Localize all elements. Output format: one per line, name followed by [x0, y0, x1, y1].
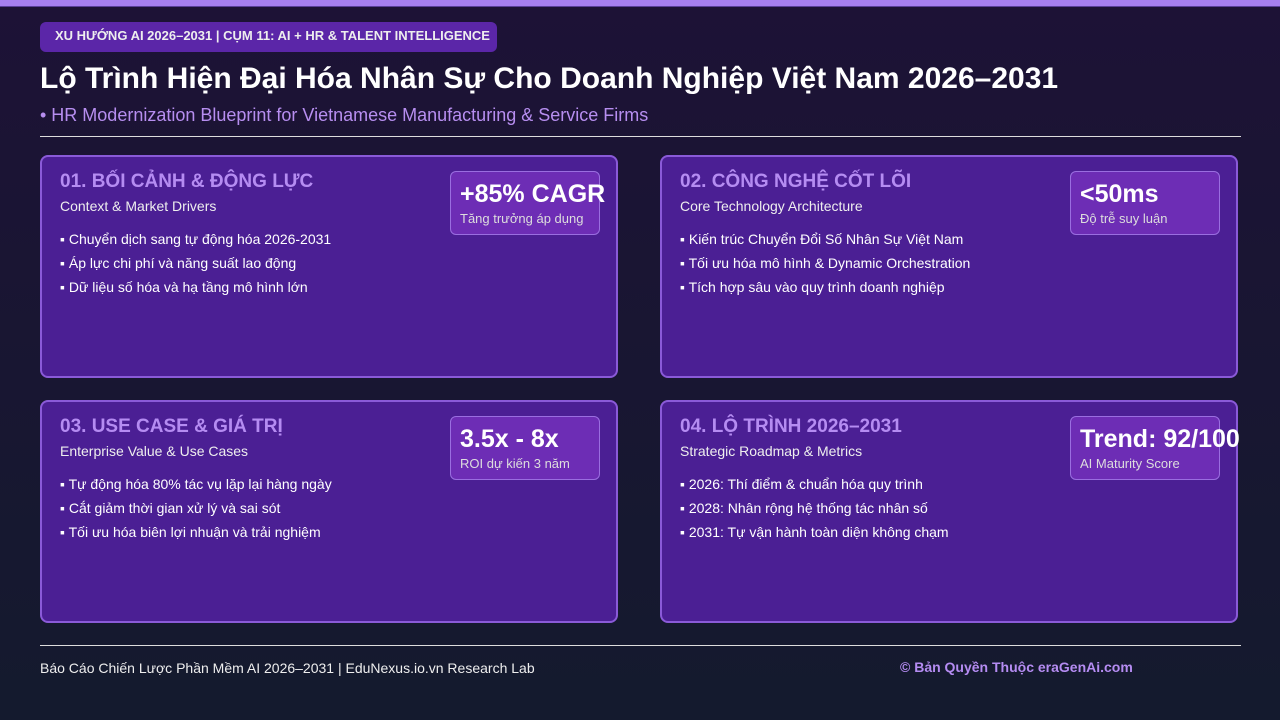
metric-label: ROI dự kiến 3 năm	[460, 456, 570, 471]
bullet: ▪ Tự động hóa 80% tác vụ lặp lại hàng ng…	[60, 476, 332, 492]
card: 01. BỐI CẢNH & ĐỘNG LỰC Context & Market …	[40, 155, 618, 378]
footer-left: Báo Cáo Chiến Lược Phần Mềm AI 2026–2031…	[40, 660, 535, 676]
bullet-list: ▪ Chuyển dịch sang tự động hóa 2026-2031…	[60, 227, 331, 299]
subtitle: • HR Modernization Blueprint for Vietnam…	[40, 105, 649, 125]
bullet: ▪ Tối ưu hóa biên lợi nhuận và trải nghi…	[60, 524, 321, 540]
metric-value: <50ms	[1080, 180, 1159, 208]
bullet: ▪ Kiến trúc Chuyển Đổi Số Nhân Sự Việt N…	[680, 231, 964, 247]
metric-value: 3.5x - 8x	[460, 425, 559, 453]
footer-right: © Bản Quyền Thuộc eraGenAi.com	[900, 659, 1133, 675]
divider	[40, 136, 1241, 137]
metric-box: +85% CAGR Tăng trưởng áp dụng	[450, 171, 605, 235]
card-subtitle: Context & Market Drivers	[60, 198, 217, 214]
divider	[40, 645, 1241, 646]
metric-value: +85% CAGR	[460, 180, 606, 208]
card-subtitle: Strategic Roadmap & Metrics	[680, 443, 863, 459]
card-title: 01. BỐI CẢNH & ĐỘNG LỰC	[60, 171, 314, 192]
metric-label: AI Maturity Score	[1080, 456, 1180, 471]
bullet-list: ▪ Tự động hóa 80% tác vụ lặp lại hàng ng…	[60, 472, 332, 544]
metric-box: <50ms Độ trễ suy luận	[1070, 171, 1220, 235]
bullet: ▪ 2028: Nhân rộng hệ thống tác nhân số	[680, 500, 928, 516]
card: 02. CÔNG NGHỆ CỐT LÕI Core Technology Arc…	[660, 155, 1238, 378]
bullet: ▪ Cắt giảm thời gian xử lý và sai sót	[60, 500, 281, 516]
card-title: 03. USE CASE & GIÁ TRỊ	[60, 416, 283, 437]
metric-label: Độ trễ suy luận	[1080, 211, 1168, 226]
top-bar	[0, 0, 1280, 7]
bullet-list: ▪ Kiến trúc Chuyển Đổi Số Nhân Sự Việt N…	[680, 227, 970, 299]
bullet: ▪ Chuyển dịch sang tự động hóa 2026-2031	[60, 231, 332, 247]
metric-box: 3.5x - 8x ROI dự kiến 3 năm	[450, 416, 600, 480]
card-title: 02. CÔNG NGHỆ CỐT LÕI	[680, 171, 912, 192]
metric-value: Trend: 92/100	[1080, 425, 1240, 453]
bullet-list: ▪ 2026: Thí điểm & chuẩn hóa quy trình ▪ …	[680, 472, 949, 544]
card: 03. USE CASE & GIÁ TRỊ Enterprise Value &…	[40, 400, 618, 623]
tag: XU HƯỚNG AI 2026–2031 | CỤM 11: AI + HR …	[40, 22, 497, 52]
bullet: ▪ Áp lực chi phí và năng suất lao động	[60, 255, 297, 271]
card: 04. LỘ TRÌNH 2026–2031 Strategic Roadmap …	[660, 400, 1240, 623]
title: Lộ Trình Hiện Đại Hóa Nhân Sự Cho Doanh …	[40, 62, 1059, 95]
bullet: ▪ 2031: Tự vận hành toàn diện không chạm	[680, 524, 949, 540]
bullet: ▪ Tích hợp sâu vào quy trình doanh nghiệ…	[680, 279, 945, 295]
card-subtitle: Core Technology Architecture	[680, 198, 863, 214]
bullet: ▪ Dữ liệu số hóa và hạ tầng mô hình lớn	[60, 279, 308, 295]
metric-label: Tăng trưởng áp dụng	[460, 211, 584, 226]
card-title: 04. LỘ TRÌNH 2026–2031	[680, 416, 902, 437]
bullet: ▪ 2026: Thí điểm & chuẩn hóa quy trình	[680, 476, 923, 492]
metric-box: Trend: 92/100 AI Maturity Score	[1070, 416, 1240, 480]
bullet: ▪ Tối ưu hóa mô hình & Dynamic Orchestra…	[680, 255, 971, 271]
card-subtitle: Enterprise Value & Use Cases	[60, 443, 249, 459]
